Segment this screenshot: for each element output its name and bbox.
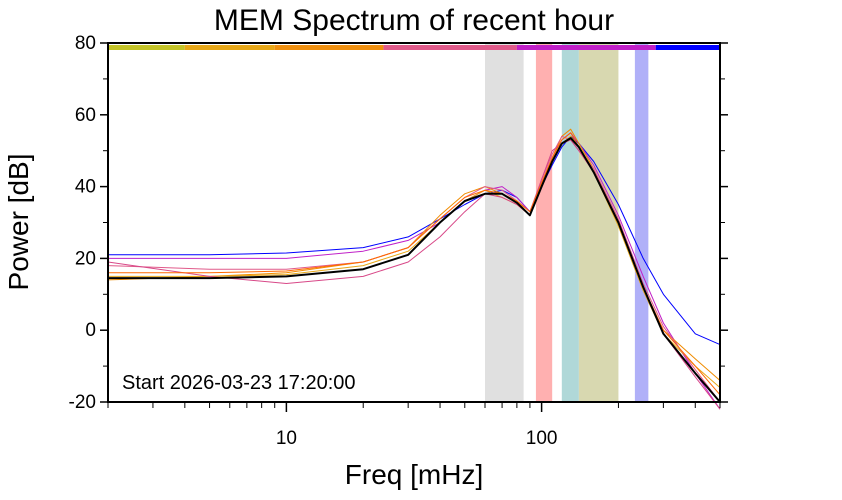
frequency-bands — [484, 43, 649, 402]
band-1 — [484, 43, 524, 402]
top-bar-segment-6 — [655, 45, 720, 50]
y-tick-label: 40 — [75, 177, 96, 198]
x-tick-label: 10 — [276, 428, 297, 449]
series-line-6 — [107, 139, 721, 410]
y-axis-label: Power [dB] — [3, 154, 34, 291]
series-line-7 — [108, 132, 721, 396]
x-axis-label: Freq [mHz] — [345, 459, 483, 490]
plot-frame — [107, 42, 721, 403]
x-tick-label: 100 — [526, 428, 558, 449]
band-2 — [535, 43, 553, 402]
chart-title: MEM Spectrum of recent hour — [214, 4, 614, 37]
top-bar-segment-3 — [274, 45, 384, 50]
series-line-2 — [108, 132, 721, 410]
y-tick-label: 0 — [85, 320, 96, 341]
top-bar-segment-1 — [108, 45, 185, 50]
series-line-4 — [108, 135, 721, 388]
top-bar-segment-4 — [383, 45, 517, 50]
top-color-bar — [108, 45, 720, 50]
top-bar-segment-2 — [184, 45, 275, 50]
y-tick-label: 60 — [75, 105, 96, 126]
y-tick-label: 80 — [75, 33, 96, 54]
band-3 — [561, 43, 579, 402]
series-line-8 — [108, 137, 721, 403]
series-line-5 — [107, 135, 721, 403]
y-tick-label: 20 — [75, 248, 96, 269]
band-4 — [578, 43, 619, 402]
spectrum-lines — [107, 128, 721, 410]
top-bar-segment-5 — [516, 45, 656, 50]
start-time-annotation: Start 2026-03-23 17:20:00 — [122, 372, 356, 394]
axis-ticks: -20 0 20 40 60 80 10 100 — [69, 33, 728, 449]
band-5 — [634, 43, 649, 402]
y-tick-label: -20 — [69, 392, 96, 413]
